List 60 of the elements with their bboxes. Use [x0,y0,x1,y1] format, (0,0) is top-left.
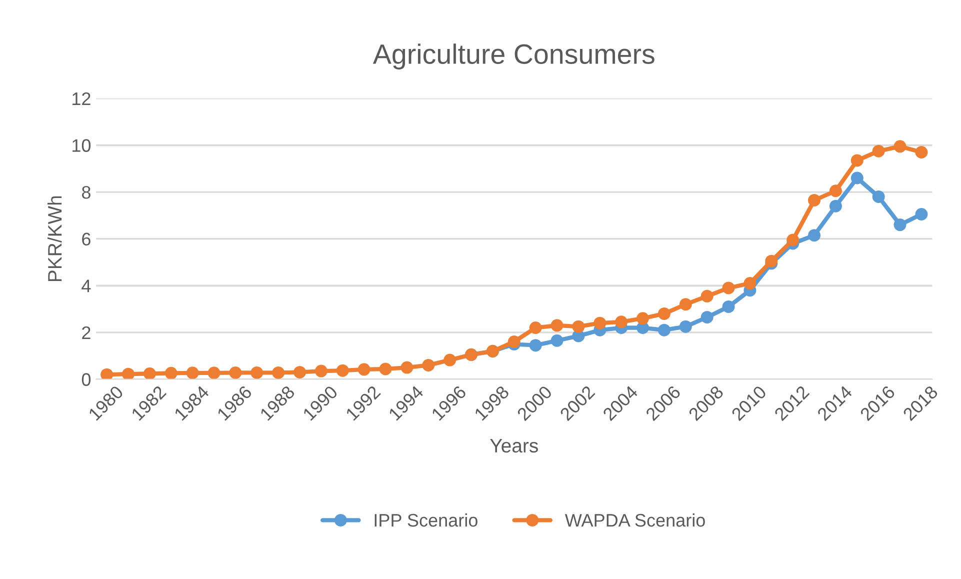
point [358,363,370,376]
point [400,361,414,374]
point [529,339,542,352]
point [550,334,564,347]
point [444,354,456,366]
y-tick-label: 2 [82,326,90,339]
point [808,194,821,206]
y-tick-label: 4 [82,280,91,292]
point [722,300,735,313]
point [744,277,756,290]
legend-label: IPP Scenario [374,513,478,527]
y-axis-title: PKR/KWh [47,196,62,282]
point [250,366,264,379]
point [229,366,242,379]
point [272,366,285,379]
point [765,254,778,268]
point [872,144,885,158]
point [722,282,735,294]
point [700,290,714,302]
point [829,184,842,198]
point [164,366,178,380]
y-tick-label: 6 [82,232,90,246]
point [679,298,692,311]
point [808,229,821,242]
point [208,366,220,380]
point [786,234,800,246]
point [636,312,650,325]
point [550,319,564,332]
x-axis-title: Years [490,439,538,453]
point [829,200,842,212]
point [679,320,692,333]
point [379,362,392,376]
point [143,367,156,380]
point [915,146,928,159]
point [615,316,628,328]
point [100,368,114,380]
y-tick-label: 10 [72,139,91,152]
point [336,364,349,377]
point [594,316,606,330]
chart-title: Agriculture Consumers [372,44,654,70]
point [850,172,864,184]
legend-label: WAPDA Scenario [564,513,705,527]
point [850,154,864,167]
y-tick-label: 12 [72,92,90,105]
point [186,366,199,380]
point [658,307,670,320]
point [314,364,328,378]
point [422,358,435,372]
point [894,218,906,232]
y-tick-label: 8 [82,186,90,199]
point [122,368,135,380]
point [529,322,542,334]
point [700,310,714,324]
point [915,208,928,221]
point [894,140,906,153]
point [294,366,306,378]
point [872,190,885,203]
point [658,324,670,336]
point [572,320,585,333]
y-tick-label: 0 [82,373,91,386]
